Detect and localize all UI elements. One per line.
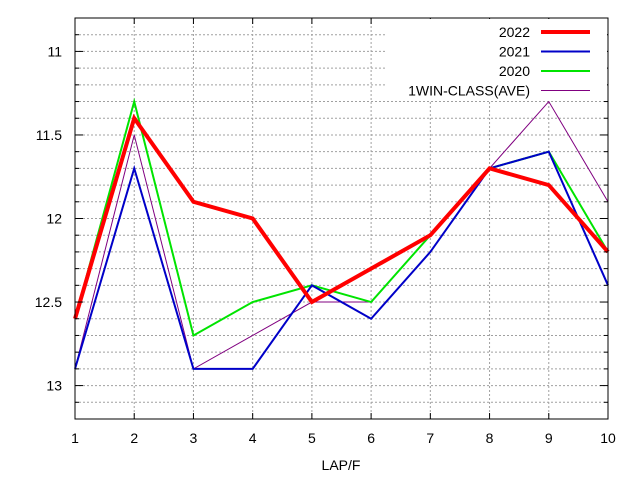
legend-label: 2020 <box>499 63 530 79</box>
x-tick-label: 7 <box>426 430 434 446</box>
series-lines <box>73 97 610 370</box>
y-tick-label: 11.5 <box>36 127 62 143</box>
x-tick-label: 5 <box>308 430 316 446</box>
legend-label: 2021 <box>499 44 530 60</box>
legend-label: 2022 <box>499 24 530 40</box>
x-tick-label: 2 <box>130 430 138 446</box>
x-tick-label: 9 <box>545 430 553 446</box>
y-tick-label: 12 <box>46 211 62 227</box>
x-tick-label: 1 <box>71 430 79 446</box>
series-line-2022 <box>73 113 610 320</box>
legend-label: 1WIN-CLASS(AVE) <box>408 83 530 99</box>
series-line-2021 <box>74 150 609 370</box>
x-axis-label: LAP/F <box>322 457 361 473</box>
y-tick-label: 12.5 <box>35 294 62 310</box>
y-tick-label: 11 <box>47 43 62 59</box>
x-tick-label: 3 <box>190 430 198 446</box>
x-tick-label: 10 <box>600 430 616 446</box>
x-tick-label: 8 <box>486 430 494 446</box>
x-tick-label: 6 <box>367 430 375 446</box>
legend: 2022 2021 2020 1WIN-CLASS(AVE) <box>385 19 607 101</box>
y-tick-label: 13 <box>46 378 62 394</box>
x-tick-label: 4 <box>249 430 257 446</box>
